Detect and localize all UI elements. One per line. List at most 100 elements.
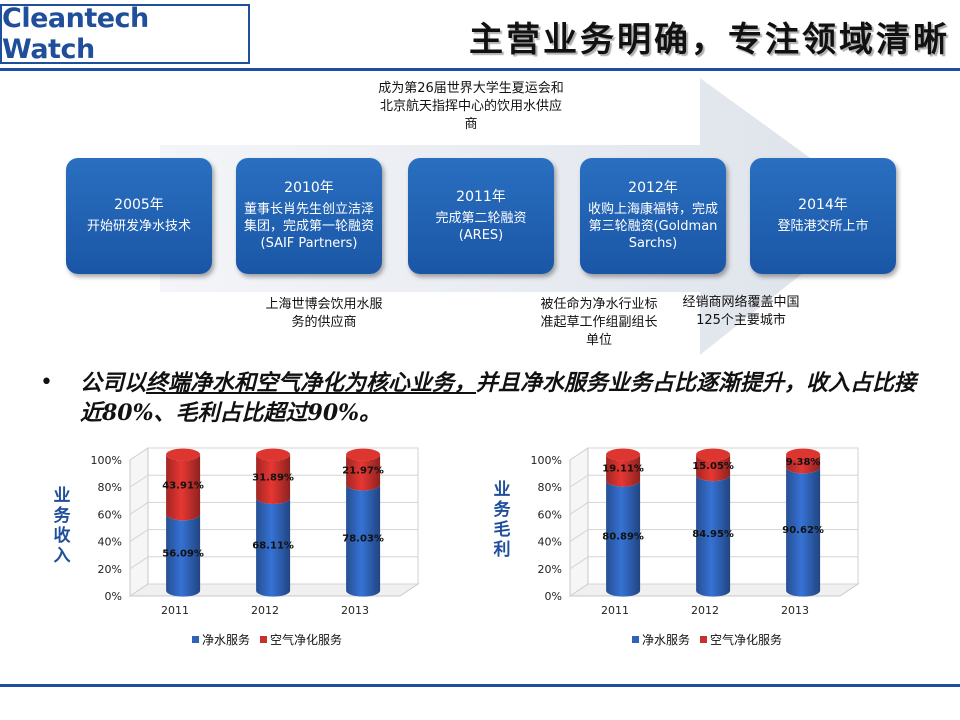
data-label: 84.95% — [692, 529, 734, 540]
y-tick-label: 60% — [538, 508, 562, 521]
slide-title: 主营业务明确，专注领域清晰 — [469, 20, 950, 60]
milestone-year: 2011年 — [456, 188, 506, 205]
bar-top — [786, 448, 821, 461]
data-label: 56.09% — [162, 548, 204, 559]
data-label: 19.11% — [602, 464, 644, 475]
note-network: 经销商网络覆盖中国125个主要城市 — [682, 295, 800, 328]
legend-label: 净水服务 — [642, 632, 690, 647]
data-label: 21.97% — [342, 466, 384, 477]
legend-label: 净水服务 — [202, 632, 250, 647]
gridline — [129, 501, 418, 515]
bar-top — [606, 448, 641, 461]
data-label: 43.91% — [162, 480, 204, 491]
bullet-text: 公司以终端净水和空气净化为核心业务，并且净水服务业务占比逐渐提升，收入占比接近8… — [80, 368, 920, 428]
bar-segment — [346, 454, 381, 491]
legend-label: 空气净化服务 — [710, 632, 782, 647]
bullet-text-part: 公司以 — [80, 370, 147, 396]
legend-label: 空气净化服务 — [270, 632, 342, 647]
milestone-year: 2010年 — [284, 180, 334, 196]
milestone-2012: 2012年 收购上海康福特，完成第三轮融资(Goldman Sarchs) — [580, 158, 726, 274]
milestone-2005: 2005年 开始研发净水技术 — [66, 158, 212, 274]
milestone-text: 完成第二轮融资(ARES) — [435, 210, 527, 243]
label-revenue: 业务收入 — [53, 486, 71, 566]
chart-side-wall — [569, 447, 589, 597]
bullet-text-part: 并且净水服务业务占比逐渐提升，收入占比接近80%、毛利占比超过90%。 — [80, 370, 917, 426]
gridline — [569, 556, 858, 570]
x-tick-label: 2013 — [781, 604, 809, 617]
data-label: 31.89% — [252, 472, 294, 483]
bar-segment — [696, 475, 731, 597]
y-tick-label: 20% — [538, 563, 562, 576]
chart-side-wall — [129, 447, 149, 597]
bar-segment — [166, 454, 201, 521]
bar-top — [256, 448, 291, 461]
y-tick-label: 40% — [538, 536, 562, 549]
x-tick-label: 2012 — [251, 604, 279, 617]
bar-segment — [606, 454, 641, 487]
gridline — [569, 529, 858, 543]
milestone-2010: 2010年 董事长肖先生创立洁泽集团，完成第一轮融资(SAIF Partners… — [236, 158, 382, 274]
gridline — [129, 447, 418, 461]
gridline — [569, 474, 858, 488]
label-margin: 业务毛利 — [493, 480, 511, 560]
y-tick-label: 0% — [105, 590, 122, 603]
bar-top — [166, 448, 201, 461]
bar-top — [696, 448, 731, 461]
bullet-text-underlined: 终端净水和空气净化为核心业务， — [146, 370, 477, 396]
legend-swatch — [260, 636, 267, 643]
data-label: 80.89% — [602, 532, 644, 543]
y-tick-label: 80% — [538, 481, 562, 494]
milestone-year: 2014年 — [798, 197, 848, 213]
y-tick-label: 80% — [98, 481, 122, 494]
bar-segment — [256, 454, 291, 504]
x-tick-label: 2011 — [601, 604, 629, 617]
data-label: 90.62% — [782, 525, 824, 536]
gridline — [569, 501, 858, 515]
y-tick-label: 100% — [91, 454, 122, 467]
gridline — [129, 583, 418, 597]
gridline — [569, 583, 858, 597]
bar-segment — [786, 454, 821, 474]
bar-segment — [256, 497, 291, 597]
header-divider — [0, 68, 960, 71]
header: Cleantech Watch 主营业务明确，专注领域清晰 — [0, 0, 960, 68]
x-tick-label: 2013 — [341, 604, 369, 617]
bar-segment — [166, 514, 201, 597]
y-tick-label: 20% — [98, 563, 122, 576]
logo-text: Cleantech Watch — [2, 3, 149, 65]
note-universiade: 成为第26届世界大学生夏运会和北京航天指挥中心的饮用水供应商 — [378, 81, 564, 132]
bar-segment — [786, 467, 821, 597]
bar-segment — [346, 484, 381, 597]
legend-swatch — [700, 636, 707, 643]
x-tick-label: 2012 — [691, 604, 719, 617]
data-label: 78.03% — [342, 534, 384, 545]
y-tick-label: 100% — [531, 454, 562, 467]
gross-margin-chart: 0% 20% 40% 60% 80% 100% 80.89% 19.11% 2011 84.95%… — [531, 447, 860, 647]
milestone-year: 2012年 — [628, 180, 678, 196]
gridline — [129, 474, 418, 488]
legend-swatch — [632, 636, 639, 643]
bullet-icon: • — [40, 370, 53, 395]
footer-divider — [0, 684, 960, 687]
milestone-text: 收购上海康福特，完成第三轮融资(Goldman Sarchs) — [587, 202, 718, 251]
logo: Cleantech Watch — [0, 3, 250, 65]
milestone-2011: 2011年 完成第二轮融资(ARES) — [408, 158, 554, 274]
gridline — [129, 556, 418, 570]
milestone-year: 2005年 — [114, 197, 164, 213]
y-tick-label: 0% — [545, 590, 562, 603]
data-label: 9.38% — [786, 457, 821, 468]
note-expo: 上海世博会饮用水服务的供应商 — [265, 297, 383, 330]
milestone-text: 董事长肖先生创立洁泽集团，完成第一轮融资(SAIF Partners) — [243, 202, 374, 251]
milestone-text: 开始研发净水技术 — [86, 219, 191, 234]
milestone-2014: 2014年 登陆港交所上市 — [750, 158, 896, 274]
y-tick-label: 40% — [98, 536, 122, 549]
gridline — [129, 529, 418, 543]
milestone-text: 登陆港交所上市 — [777, 219, 869, 234]
gridline — [569, 447, 858, 461]
bar-segment — [696, 454, 731, 482]
y-tick-label: 60% — [98, 508, 122, 521]
data-label: 15.05% — [692, 461, 734, 472]
revenue-chart: 0% 20% 40% 60% 80% 100% 56.09% 43.91% 2011 68.11%… — [91, 447, 420, 647]
note-standard: 被任命为净水行业标准起草工作组副组长单位 — [540, 297, 658, 348]
bar-top — [346, 448, 381, 461]
